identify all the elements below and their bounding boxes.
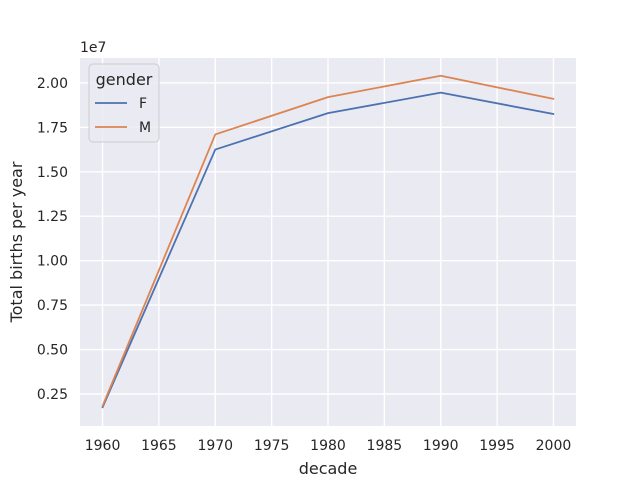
y-tick-label: 0.25 (37, 387, 68, 403)
x-axis-label: decade (299, 459, 358, 478)
legend-label-m: M (139, 120, 151, 136)
y-offset-label: 1e7 (80, 40, 106, 56)
y-tick-label: 0.75 (37, 298, 68, 314)
y-tick-label: 1.25 (37, 209, 68, 225)
legend: gender F M (88, 63, 160, 143)
series-line-f (101, 91, 555, 409)
x-tick-label: 1980 (310, 438, 346, 454)
x-tick-label: 1995 (479, 438, 515, 454)
y-tick-label: 1.50 (37, 165, 68, 181)
x-tick-label: 1975 (254, 438, 290, 454)
x-tick-label: 1960 (85, 438, 121, 454)
x-tick-label: 1985 (367, 438, 403, 454)
series-line-m (101, 74, 555, 407)
grid-lines (80, 58, 576, 426)
y-tick-label: 0.50 (37, 343, 68, 359)
y-axis-label: Total births per year (7, 161, 26, 323)
x-tick-label: 1990 (423, 438, 459, 454)
y-tick-label: 1.75 (37, 120, 68, 136)
x-tick-label: 1965 (141, 438, 177, 454)
legend-label-f: F (139, 96, 147, 112)
y-tick-label: 2.00 (37, 76, 68, 92)
tick-labels: 1960 1965 1970 1975 1980 1985 1990 1995 2000 0.25… (37, 76, 571, 454)
series-lines (101, 74, 555, 409)
legend-title: gender (96, 70, 153, 89)
x-tick-label: 1970 (197, 438, 233, 454)
x-tick-label: 2000 (536, 438, 572, 454)
y-tick-label: 1.00 (37, 254, 68, 270)
